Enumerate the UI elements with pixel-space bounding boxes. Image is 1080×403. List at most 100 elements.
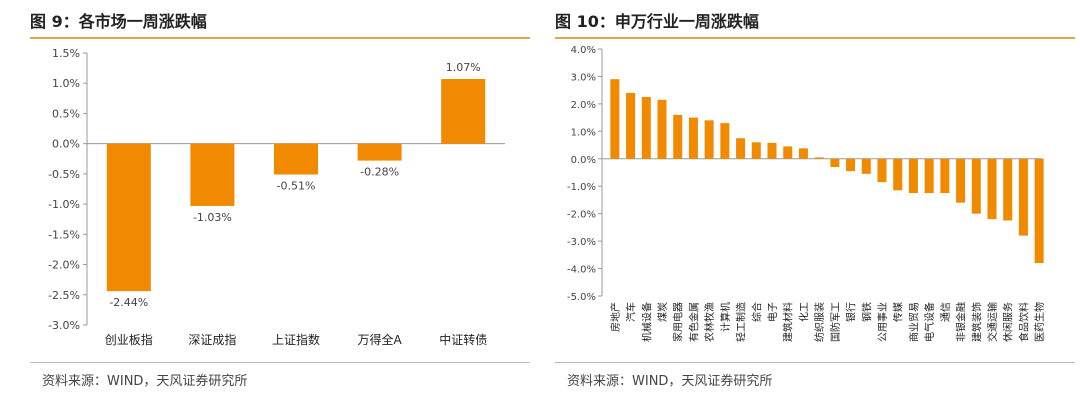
category-label: 非银金融 <box>955 302 968 342</box>
bar <box>846 158 856 172</box>
y-tick-label: 1.5% <box>52 47 80 60</box>
data-label: -1.03% <box>193 211 232 224</box>
y-tick-label: -1.0% <box>48 198 80 211</box>
category-label: 万得全A <box>357 332 402 347</box>
bar <box>767 142 777 159</box>
bar <box>190 143 235 206</box>
y-tick-label: -1.5% <box>48 228 80 241</box>
bar <box>814 157 824 159</box>
bar <box>673 114 683 159</box>
y-tick-label: 4.0% <box>571 45 596 56</box>
category-label: 国防军工 <box>829 302 842 342</box>
bar <box>441 78 486 144</box>
y-tick-label: 0.0% <box>52 138 80 151</box>
bar <box>798 148 808 159</box>
category-label: 医药生物 <box>1033 302 1046 342</box>
source-divider <box>30 362 530 363</box>
category-label: 公用事业 <box>876 302 889 342</box>
y-tick-label: -2.0% <box>48 259 80 272</box>
industry-weekly-chart-panel: 图 10：申万行业一周涨跌幅 4.0% 3.0% 2.0% 1.0% 0.0% -1.0%… <box>555 0 1075 403</box>
y-tick-label: 1.0% <box>52 77 80 90</box>
chart-source: 资料来源：WIND，天风证券研究所 <box>567 374 773 389</box>
category-label: 机械设备 <box>640 302 653 342</box>
category-label: 计算机 <box>719 302 732 332</box>
bar <box>987 158 997 220</box>
chart-title: 图 10：申万行业一周涨跌幅 <box>555 12 759 31</box>
y-tick-label: -5.0% <box>567 292 596 303</box>
category-label: 纺织服装 <box>813 302 826 342</box>
category-label: 电气设备 <box>923 302 936 342</box>
bar <box>704 120 714 159</box>
chart-title: 图 9：各市场一周涨跌幅 <box>30 12 207 31</box>
bar <box>274 143 318 175</box>
data-label: -0.51% <box>277 179 316 192</box>
category-label: 深证成指 <box>188 332 236 347</box>
category-label: 中证转债 <box>439 332 487 347</box>
bar <box>736 138 746 159</box>
chart-source: 资料来源：WIND，天风证券研究所 <box>42 374 248 389</box>
y-tick-label: -1.0% <box>567 182 596 193</box>
y-tick-label: -2.0% <box>567 210 596 221</box>
category-label: 银行 <box>845 302 858 322</box>
category-label: 交通运输 <box>986 302 999 342</box>
y-tick-label: 1.0% <box>571 127 596 138</box>
bar <box>751 142 761 159</box>
category-label: 上证指数 <box>272 332 320 347</box>
category-label: 休闲服务 <box>1002 302 1015 342</box>
bar <box>106 143 151 292</box>
bar <box>357 143 402 161</box>
category-label: 传媒 <box>893 302 905 322</box>
y-tick-label: 0.0% <box>571 155 596 166</box>
category-label: 综合 <box>750 302 763 322</box>
market-bar-chart: 1.5% 1.0% 0.5% 0.0% -0.5% -1.0% -1.5% -2.0% -2.5… <box>48 47 505 347</box>
data-label: 1.07% <box>446 61 481 74</box>
bar <box>971 158 981 214</box>
y-tick-label: 2.0% <box>571 100 596 111</box>
category-label: 有色金属 <box>687 302 700 342</box>
bar <box>720 123 730 159</box>
category-label: 轻工制造 <box>735 302 748 342</box>
category-label: 煤炭 <box>656 302 669 322</box>
category-label: 食品饮料 <box>1017 302 1030 342</box>
bar <box>1034 158 1044 264</box>
bar <box>861 158 871 174</box>
bar <box>626 92 636 159</box>
bar <box>1018 158 1028 236</box>
title-divider <box>555 37 1075 39</box>
data-label: -0.28% <box>360 166 399 179</box>
bar <box>877 158 887 183</box>
bar <box>783 146 793 159</box>
category-label: 建筑装饰 <box>970 302 983 342</box>
bar <box>688 117 698 159</box>
market-weekly-chart-panel: 图 9：各市场一周涨跌幅 1.5% 1.0% 0.5% 0.0% -0.5% -1.0% -… <box>30 0 530 403</box>
category-label: 钢铁 <box>860 302 873 322</box>
bar <box>940 158 950 194</box>
category-label: 家用电器 <box>672 302 685 342</box>
category-label: 创业板指 <box>105 332 153 347</box>
source-divider <box>555 362 1075 363</box>
category-label: 汽车 <box>625 302 638 322</box>
y-tick-label: -4.0% <box>567 265 596 276</box>
bar <box>1003 158 1013 221</box>
data-label: -2.44% <box>109 296 148 309</box>
bar <box>657 99 667 159</box>
y-tick-label: -3.0% <box>567 237 596 248</box>
bar <box>893 158 903 191</box>
category-label: 化工 <box>797 302 810 322</box>
bar <box>830 158 840 168</box>
y-tick-label: -3.0% <box>48 319 80 332</box>
bar <box>956 158 966 203</box>
bar <box>641 97 651 159</box>
title-divider <box>30 37 530 39</box>
y-tick-label: -2.5% <box>48 289 80 302</box>
category-label: 建筑材料 <box>782 302 795 342</box>
y-tick-label: 3.0% <box>571 72 596 83</box>
bar <box>924 158 934 194</box>
category-label: 电子 <box>766 302 779 322</box>
category-label: 通信 <box>940 302 952 322</box>
bar <box>908 158 918 194</box>
category-label: 房地产 <box>609 302 622 332</box>
bar <box>610 79 620 159</box>
category-label: 农林牧渔 <box>703 302 716 342</box>
y-tick-label: 0.5% <box>52 107 80 120</box>
